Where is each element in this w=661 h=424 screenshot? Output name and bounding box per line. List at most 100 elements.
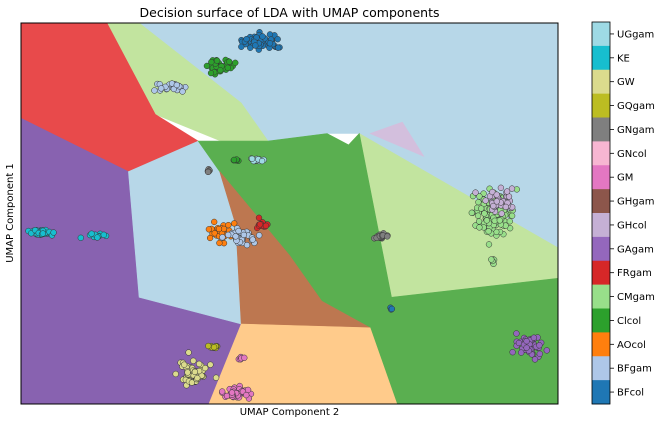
data-point (496, 217, 503, 224)
colorbar-label-bfgam: BFgam (617, 364, 652, 375)
data-point (243, 35, 250, 43)
data-point (503, 188, 511, 195)
data-point (497, 184, 505, 191)
data-point (235, 227, 242, 235)
colorbar-swatch-gm (592, 165, 610, 190)
data-point (172, 370, 179, 378)
data-point (240, 231, 248, 239)
colorbar-swatch-frgam (592, 260, 610, 285)
data-point (205, 342, 212, 350)
data-point (255, 214, 263, 221)
data-point (202, 364, 209, 372)
data-point (207, 361, 214, 368)
colorbar-label-frgam: FRgam (617, 268, 652, 279)
data-point (188, 379, 196, 386)
data-point (388, 305, 396, 313)
data-point (498, 210, 505, 217)
series-frgam-7 (254, 214, 271, 232)
data-point (194, 374, 201, 382)
data-point (256, 221, 264, 228)
series-uggam-16 (248, 155, 267, 165)
data-point (248, 155, 256, 162)
data-point (509, 349, 516, 356)
colorbar-label-gqgam: GQgam (617, 101, 655, 112)
data-point (478, 205, 485, 212)
data-point (266, 40, 274, 47)
data-point (241, 354, 248, 361)
data-point (228, 389, 236, 396)
colorbar-swatch-bfcol (592, 380, 610, 405)
series-gm-12 (219, 382, 255, 402)
series-gagam-10 (509, 330, 550, 363)
colorbar-swatch-ghgam (592, 189, 610, 214)
colorbar-swatch-clcol (592, 308, 610, 333)
data-point (249, 236, 256, 243)
data-point (238, 43, 245, 50)
data-point (266, 31, 274, 38)
data-point (230, 156, 238, 164)
data-point (543, 347, 550, 354)
data-point (206, 234, 214, 242)
data-point (100, 231, 107, 238)
colorbar-swatch-gagam (592, 236, 610, 262)
x-axis-label: UMAP Component 2 (240, 407, 340, 418)
data-point (208, 58, 215, 66)
data-point (212, 374, 220, 381)
data-point (219, 388, 226, 395)
data-point (523, 344, 530, 351)
data-point (474, 212, 482, 219)
colorbar-label-gm: GM (617, 173, 633, 184)
data-point (513, 330, 520, 337)
data-point (384, 233, 391, 240)
decision-region-ghcol-3 (369, 121, 425, 157)
data-point (39, 230, 47, 237)
data-point (225, 231, 232, 239)
series-ghcol-9 (472, 184, 516, 217)
data-point (468, 209, 475, 216)
data-point (481, 210, 488, 217)
colorbar-label-gngam: GNgam (617, 125, 654, 136)
series-bfgam-6 (219, 225, 263, 249)
colorbar-label-gw: GW (617, 77, 635, 88)
data-point (531, 356, 539, 363)
data-point (190, 357, 197, 364)
data-point (472, 189, 479, 196)
colorbar-swatch-gqgam (592, 93, 610, 118)
colorbar-swatch-uggam (592, 22, 610, 47)
data-point (262, 222, 270, 229)
data-point (179, 88, 186, 95)
data-point (485, 241, 493, 248)
data-point (508, 185, 516, 192)
colorbar-label-ke: KE (617, 53, 630, 64)
colorbar-label-uggam: UGgam (617, 29, 654, 40)
data-point (211, 218, 218, 226)
data-point (232, 59, 239, 66)
y-axis-label: UMAP Component 1 (5, 163, 16, 263)
series-bfcol-0 (238, 29, 283, 53)
colorbar-label-cmgam: CMgam (617, 292, 655, 303)
data-point (88, 230, 95, 237)
data-point (518, 349, 525, 356)
data-point (226, 58, 233, 65)
colorbar-label-gncol: GNcol (617, 149, 647, 160)
data-point (258, 157, 266, 165)
data-point (508, 212, 516, 219)
series-gngam-13 (371, 230, 391, 242)
colorbar: UGgam KE GW GQgam GNgam GNcol GM GHgam GHcol GAga… (591, 21, 655, 405)
series-clcol-1 (203, 56, 239, 78)
data-point (274, 36, 281, 43)
data-point (204, 168, 212, 176)
plot-area (21, 23, 558, 404)
series-ke-4 (77, 230, 110, 241)
data-point (483, 217, 490, 224)
data-point (252, 42, 259, 49)
data-point (203, 62, 211, 70)
data-point (151, 87, 158, 94)
data-point (94, 234, 101, 241)
data-point (243, 391, 250, 399)
colorbar-label-ghcol: GHcol (617, 220, 647, 231)
data-point (475, 199, 482, 206)
data-point (210, 344, 218, 351)
data-point (244, 386, 252, 394)
